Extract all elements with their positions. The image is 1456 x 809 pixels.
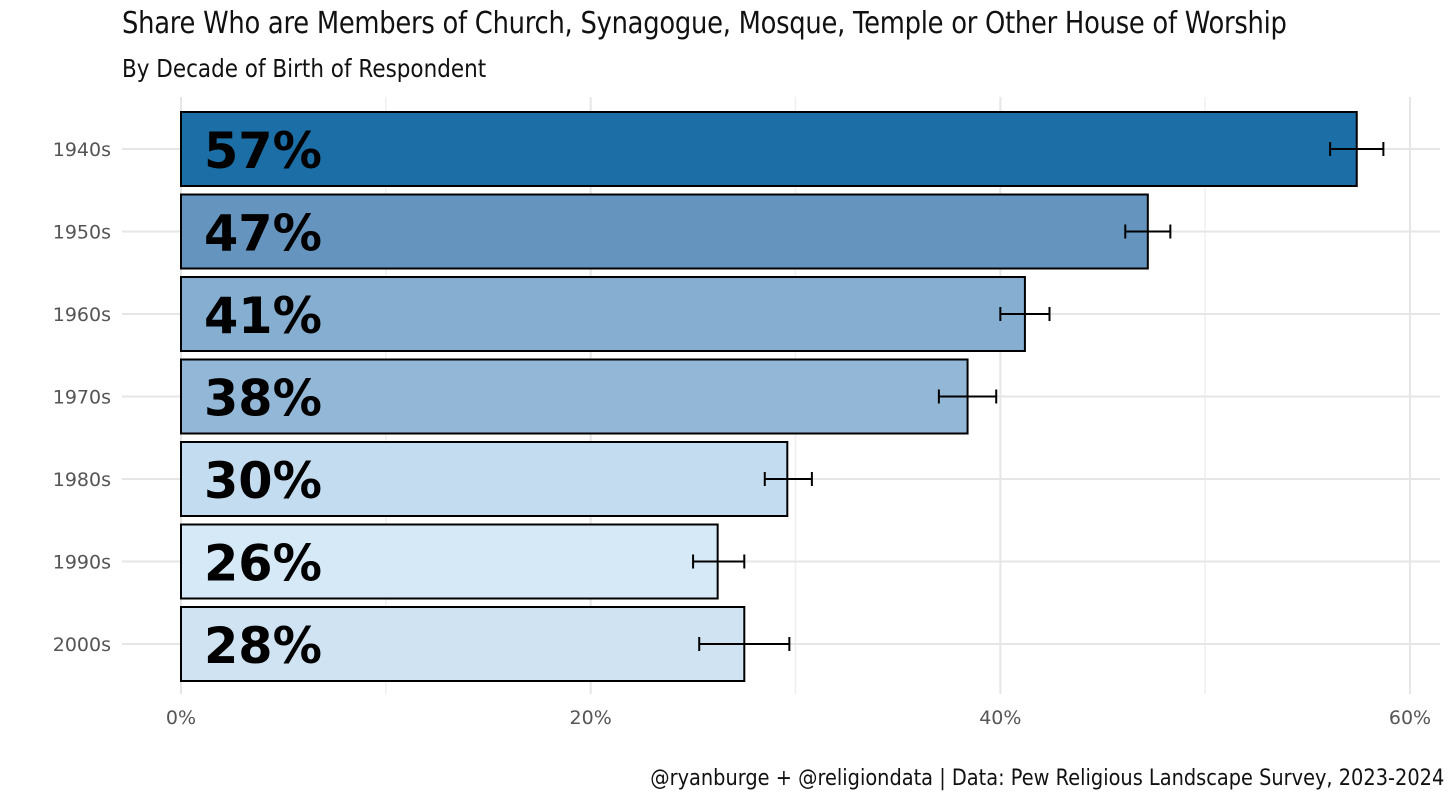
data-label-1950s: 47%	[204, 205, 322, 263]
y-tick-label-1970s: 1970s	[53, 387, 111, 409]
data-label-1970s: 38%	[204, 370, 322, 428]
error-bar-1970s	[937, 389, 998, 404]
data-label-1940s: 57%	[204, 122, 322, 180]
y-tick-label-2000s: 2000s	[53, 634, 111, 656]
bars	[180, 111, 1358, 682]
x-tick-label: 0%	[166, 707, 196, 729]
bar-1940s	[180, 111, 1358, 187]
axes: 1940s 1950s 1960s 1970s 1980s 1990s 2000s 0% 20%…	[53, 139, 1431, 729]
y-tick-label-1960s: 1960s	[53, 304, 111, 326]
error-bar-1950s	[1124, 224, 1172, 239]
data-label-1990s: 26%	[204, 535, 322, 593]
bar-1990s	[180, 523, 719, 600]
error-bar-1980s	[763, 472, 813, 486]
y-tick-label-1950s: 1950s	[53, 222, 111, 244]
y-tick-label-1980s: 1980s	[53, 469, 111, 491]
y-tick-label-1940s: 1940s	[53, 139, 111, 161]
chart-caption: @ryanburge + @religiondata | Data: Pew R…	[649, 766, 1444, 791]
chart-title: Share Who are Members of Church, Synagog…	[122, 6, 1287, 41]
error-bars	[692, 142, 1385, 651]
x-tick-label: 20%	[570, 707, 612, 729]
bar-1950s	[180, 193, 1149, 270]
x-tick-label: 60%	[1389, 707, 1431, 729]
data-label-1980s: 30%	[204, 452, 322, 510]
y-tick-label-1990s: 1990s	[53, 552, 111, 574]
bar-1960s	[180, 276, 1026, 352]
chart-subtitle: By Decade of Birth of Respondent	[122, 54, 487, 83]
data-label-2000s: 28%	[204, 617, 322, 675]
error-bar-1990s	[692, 554, 746, 569]
data-label-1960s: 41%	[204, 287, 322, 345]
error-bar-1960s	[999, 307, 1051, 321]
error-bar-2000s	[698, 637, 791, 651]
data-labels: 57% 47% 41% 38% 30% 26% 28%	[204, 122, 322, 675]
error-bar-1940s	[1329, 142, 1385, 156]
x-tick-label: 40%	[979, 707, 1021, 729]
